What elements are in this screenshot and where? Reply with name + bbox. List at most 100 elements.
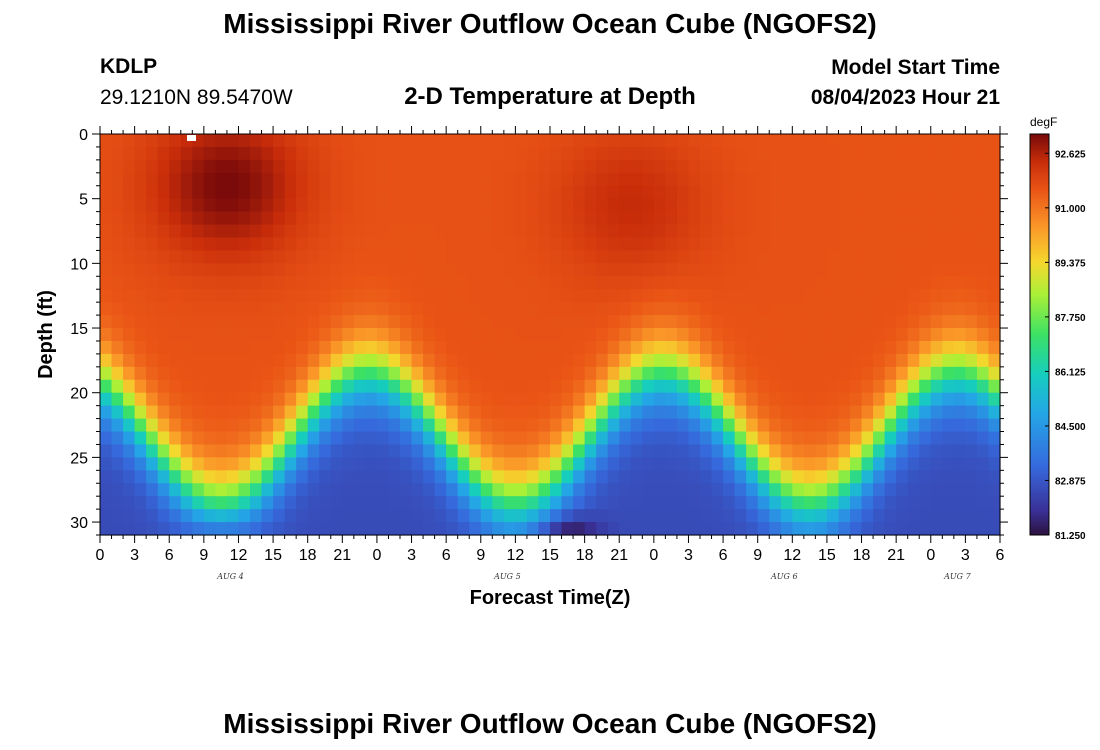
- heatmap-cell: [319, 328, 332, 342]
- heatmap-cell: [273, 276, 286, 290]
- heatmap-cell: [388, 379, 401, 394]
- heatmap-cell: [353, 134, 366, 148]
- heatmap-cell: [134, 211, 147, 226]
- heatmap-cell: [226, 522, 240, 536]
- heatmap-cell: [423, 198, 436, 213]
- heatmap-cell: [688, 185, 701, 200]
- heatmap-cell: [307, 315, 320, 329]
- heatmap-cell: [273, 470, 286, 484]
- heatmap-cell: [261, 483, 274, 497]
- heatmap-cell: [942, 211, 955, 226]
- heatmap-cell: [815, 315, 828, 329]
- heatmap-cell: [861, 418, 874, 433]
- heatmap-cell: [423, 250, 436, 264]
- heatmap-cell: [596, 496, 609, 510]
- heatmap-cell: [838, 224, 851, 239]
- heatmap-cell: [203, 522, 216, 536]
- heatmap-cell: [215, 198, 228, 213]
- heatmap-cell: [803, 328, 816, 342]
- heatmap-cell: [619, 328, 632, 342]
- heatmap-cell: [850, 353, 863, 368]
- heatmap-cell: [157, 159, 170, 174]
- heatmap-cell: [653, 263, 666, 277]
- heatmap-cell: [930, 198, 943, 213]
- heatmap-cell: [630, 366, 643, 381]
- heatmap-cell: [123, 340, 136, 355]
- heatmap-cell: [942, 302, 955, 316]
- heatmap-cell: [976, 172, 990, 187]
- heatmap-cell: [100, 263, 113, 277]
- heatmap-cell: [907, 134, 920, 148]
- heatmap-cell: [607, 379, 620, 394]
- heatmap-cell: [561, 418, 574, 433]
- heatmap-cell: [919, 302, 932, 316]
- heatmap-cell: [757, 224, 770, 239]
- heatmap-cell: [330, 392, 343, 407]
- heatmap-cell: [700, 353, 713, 368]
- heatmap-cell: [203, 289, 216, 303]
- heatmap-cell: [100, 366, 113, 381]
- heatmap-cell: [815, 146, 828, 161]
- heatmap-cell: [273, 496, 286, 510]
- heatmap-cell: [780, 315, 793, 329]
- heatmap-cell: [953, 444, 966, 458]
- heatmap-cell: [676, 315, 690, 329]
- heatmap-cell: [965, 263, 978, 277]
- heatmap-cell: [919, 134, 932, 148]
- heatmap-cell: [215, 457, 228, 471]
- heatmap-cell: [273, 405, 286, 420]
- heatmap-cell: [296, 159, 309, 174]
- heatmap-cell: [169, 522, 182, 536]
- heatmap-cell: [953, 366, 966, 381]
- heatmap-cell: [515, 134, 528, 148]
- colorbar-tick-label: 82.875: [1055, 476, 1086, 487]
- heatmap-cell: [250, 302, 263, 316]
- heatmap-cell: [769, 509, 782, 523]
- heatmap-cell: [711, 263, 724, 277]
- heatmap-cell: [596, 431, 609, 446]
- heatmap-cell: [411, 418, 424, 433]
- heatmap-cell: [226, 483, 240, 497]
- heatmap-cell: [134, 431, 147, 446]
- heatmap-cell: [273, 134, 286, 148]
- heatmap-cell: [134, 315, 147, 329]
- heatmap-cell: [734, 172, 747, 187]
- heatmap-cell: [226, 302, 240, 316]
- heatmap-cell: [815, 366, 828, 381]
- heatmap-cell: [965, 340, 978, 355]
- heatmap-cell: [434, 379, 447, 394]
- heatmap-cell: [123, 146, 136, 161]
- heatmap-cell: [607, 522, 620, 536]
- heatmap-cell: [100, 172, 113, 187]
- heatmap-cell: [469, 146, 482, 161]
- heatmap-cell: [261, 379, 274, 394]
- heatmap-cell: [353, 146, 366, 161]
- heatmap-cell: [619, 315, 632, 329]
- heatmap-cell: [803, 353, 816, 368]
- heatmap-cell: [700, 496, 713, 510]
- heatmap-cell: [215, 470, 228, 484]
- heatmap-cell: [215, 522, 228, 536]
- heatmap-cell: [365, 366, 378, 381]
- heatmap-cell: [423, 224, 436, 239]
- heatmap-cell: [192, 328, 205, 342]
- heatmap-cell: [676, 496, 690, 510]
- heatmap-cell: [676, 353, 690, 368]
- heatmap-cell: [976, 405, 990, 420]
- heatmap-cell: [353, 418, 366, 433]
- heatmap-cell: [861, 276, 874, 290]
- heatmap-cell: [942, 276, 955, 290]
- heatmap-cell: [665, 224, 678, 239]
- heatmap-cell: [688, 522, 701, 536]
- heatmap-cell: [653, 134, 666, 148]
- heatmap-cell: [653, 302, 666, 316]
- heatmap-cell: [653, 379, 666, 394]
- heatmap-cell: [584, 483, 597, 497]
- heatmap-cell: [123, 366, 136, 381]
- heatmap-cell: [700, 159, 713, 174]
- heatmap-cell: [307, 444, 320, 458]
- heatmap-cell: [942, 340, 955, 355]
- heatmap-cell: [192, 405, 205, 420]
- heatmap-cell: [688, 289, 701, 303]
- heatmap-cell: [365, 340, 378, 355]
